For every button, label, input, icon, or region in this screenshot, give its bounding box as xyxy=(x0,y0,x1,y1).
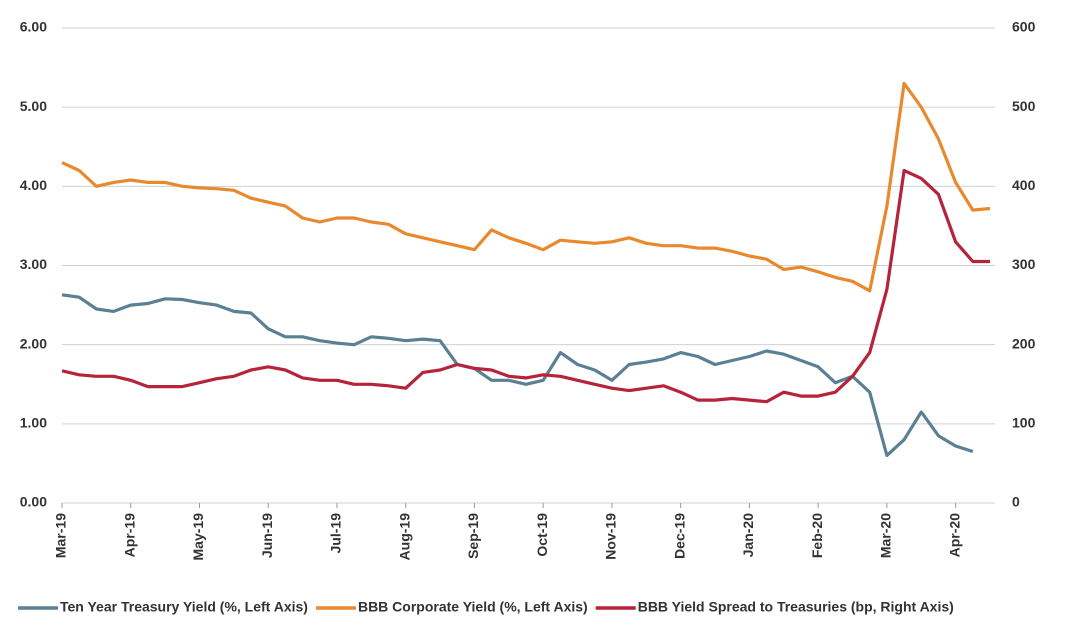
legend-label: Ten Year Treasury Yield (%, Left Axis) xyxy=(60,599,308,615)
x-tick-label: Mar-19 xyxy=(53,513,69,558)
y2-tick-label: 500 xyxy=(1012,98,1036,114)
x-tick-label: Nov-19 xyxy=(603,513,619,560)
y-tick-label: 5.00 xyxy=(20,98,47,114)
series-line xyxy=(61,293,974,458)
y-tick-label: 0.00 xyxy=(20,494,47,510)
y2-tick-label: 600 xyxy=(1012,19,1036,35)
x-tick-label: Oct-19 xyxy=(534,513,550,557)
y2-tick-label: 0 xyxy=(1012,494,1020,510)
x-tick-label: Sep-19 xyxy=(465,513,481,559)
series-line xyxy=(61,81,991,293)
x-tick-label: Jun-19 xyxy=(259,513,275,558)
legend-label: BBB Corporate Yield (%, Left Axis) xyxy=(358,599,588,615)
x-tick-label: Jul-19 xyxy=(328,513,344,554)
y2-tick-label: 100 xyxy=(1012,415,1036,431)
y-tick-label: 4.00 xyxy=(20,177,47,193)
x-tick-label: Dec-19 xyxy=(671,513,687,559)
y-tick-label: 1.00 xyxy=(20,415,47,431)
x-tick-label: Apr-20 xyxy=(946,513,962,558)
x-tick-label: Jan-20 xyxy=(740,513,756,558)
y-tick-label: 2.00 xyxy=(20,335,47,351)
legend-label: BBB Yield Spread to Treasuries (bp, Righ… xyxy=(638,599,954,615)
x-tick-label: Apr-19 xyxy=(121,513,137,558)
y-tick-label: 3.00 xyxy=(20,256,47,272)
x-tick-label: May-19 xyxy=(190,513,206,561)
series-line xyxy=(61,168,990,404)
y-tick-label: 6.00 xyxy=(20,19,47,35)
y2-tick-label: 300 xyxy=(1012,256,1036,272)
y2-tick-label: 200 xyxy=(1012,335,1036,351)
x-tick-label: Mar-20 xyxy=(878,513,894,558)
x-tick-label: Aug-19 xyxy=(396,513,412,561)
y2-tick-label: 400 xyxy=(1012,177,1036,193)
x-tick-label: Feb-20 xyxy=(809,513,825,558)
